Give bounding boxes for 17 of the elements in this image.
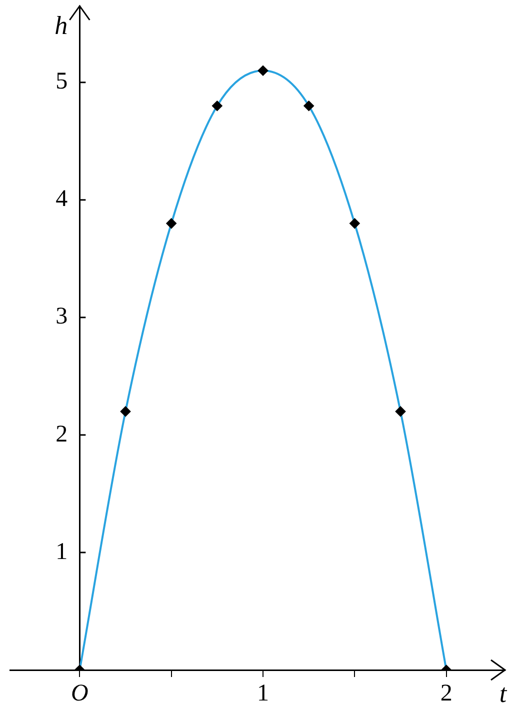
point [396, 406, 406, 416]
point [304, 100, 314, 111]
y-tick-label: 5 [56, 68, 68, 95]
x-tick-label: 1 [257, 680, 269, 707]
y-tick-label: 3 [56, 304, 68, 330]
y-tick-label: 2 [56, 421, 68, 448]
x-tick-label: O [70, 680, 88, 707]
x-tick-label: 2 [440, 680, 452, 707]
point [350, 218, 360, 228]
point [212, 100, 222, 111]
point [166, 218, 176, 228]
y-tick-label: 4 [56, 186, 68, 212]
point [120, 406, 130, 416]
y-tick-label: 1 [56, 538, 68, 565]
x-axis-title: t [499, 678, 508, 708]
y-axis-title: h [54, 10, 68, 40]
point [258, 66, 268, 76]
